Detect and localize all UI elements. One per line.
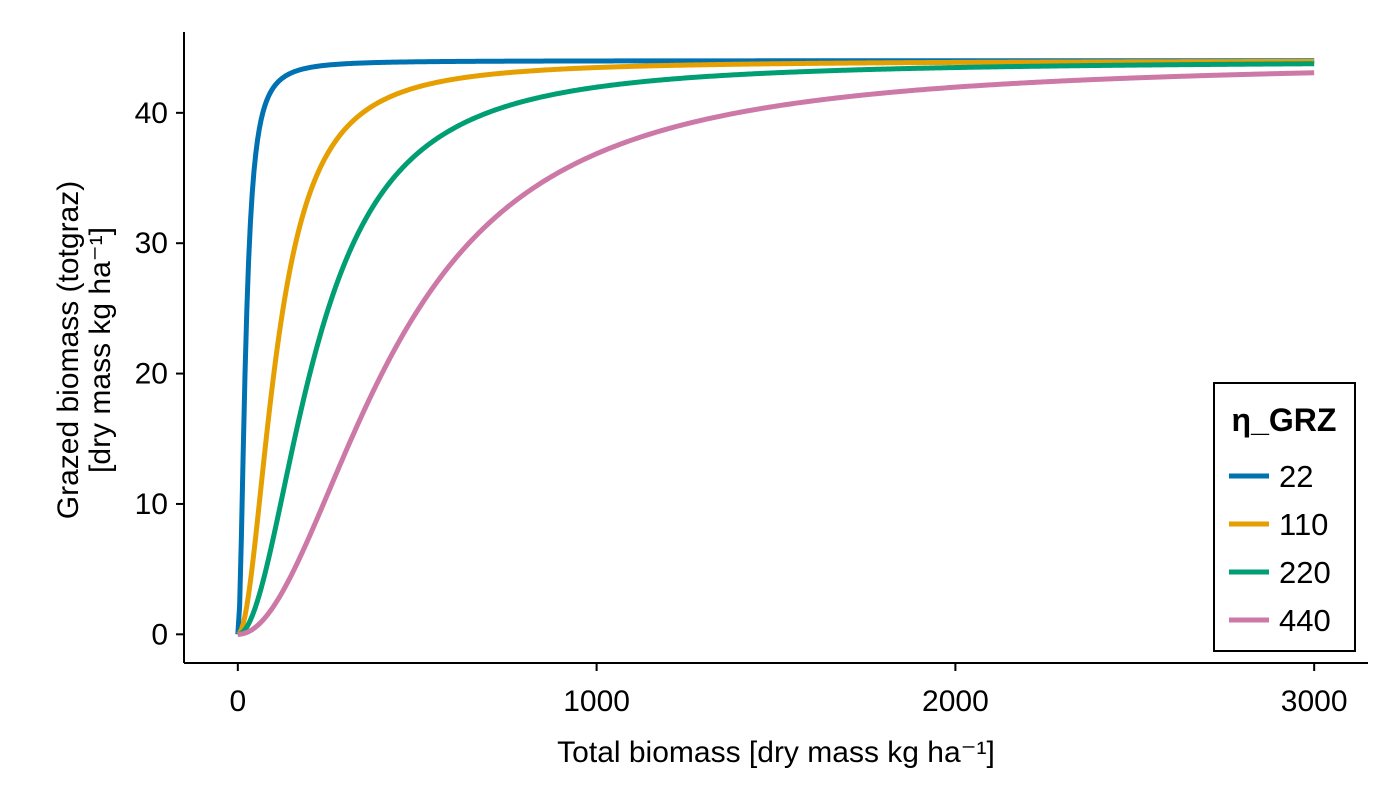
y-axis-label-line-1: Grazed biomass (totgraz) xyxy=(52,181,85,519)
y-tick-label: 20 xyxy=(135,358,168,391)
x-ticks: 0 1000 2000 3000 xyxy=(229,663,1348,718)
legend-box xyxy=(1213,382,1356,652)
x-tick-label: 3000 xyxy=(1281,685,1348,718)
legend-title: η_GRZ xyxy=(1232,402,1337,438)
x-tick-label: 2000 xyxy=(922,685,989,718)
axes xyxy=(183,32,1368,664)
x-axis-label: Total biomass [dry mass kg ha⁻¹] xyxy=(557,736,995,769)
series-line-220 xyxy=(237,61,1315,637)
legend-items: 22 110 220 440 xyxy=(1229,459,1331,638)
y-tick-label: 10 xyxy=(135,488,168,521)
y-tick-label: 30 xyxy=(135,227,168,260)
series-line-440 xyxy=(237,70,1315,637)
y-axis-label-line-2: [dry mass kg ha⁻¹] xyxy=(84,227,117,473)
legend-label-22: 22 xyxy=(1279,459,1313,494)
plot-lines xyxy=(235,58,1315,637)
legend-label-440: 440 xyxy=(1279,603,1331,638)
legend-label-110: 110 xyxy=(1279,507,1328,542)
legend-label-220: 220 xyxy=(1279,555,1331,590)
y-tick-label: 0 xyxy=(151,618,168,651)
x-tick-label: 1000 xyxy=(563,685,630,718)
y-axis-label: Grazed biomass (totgraz) [dry mass kg ha… xyxy=(52,181,117,519)
y-tick-label: 40 xyxy=(135,97,168,130)
y-ticks: 0 10 20 30 40 xyxy=(135,97,184,651)
series-line-22 xyxy=(235,58,1315,635)
legend: η_GRZ 22 110 220 440 xyxy=(1213,382,1356,652)
series-line-110 xyxy=(236,58,1315,637)
x-tick-label: 0 xyxy=(229,685,246,718)
